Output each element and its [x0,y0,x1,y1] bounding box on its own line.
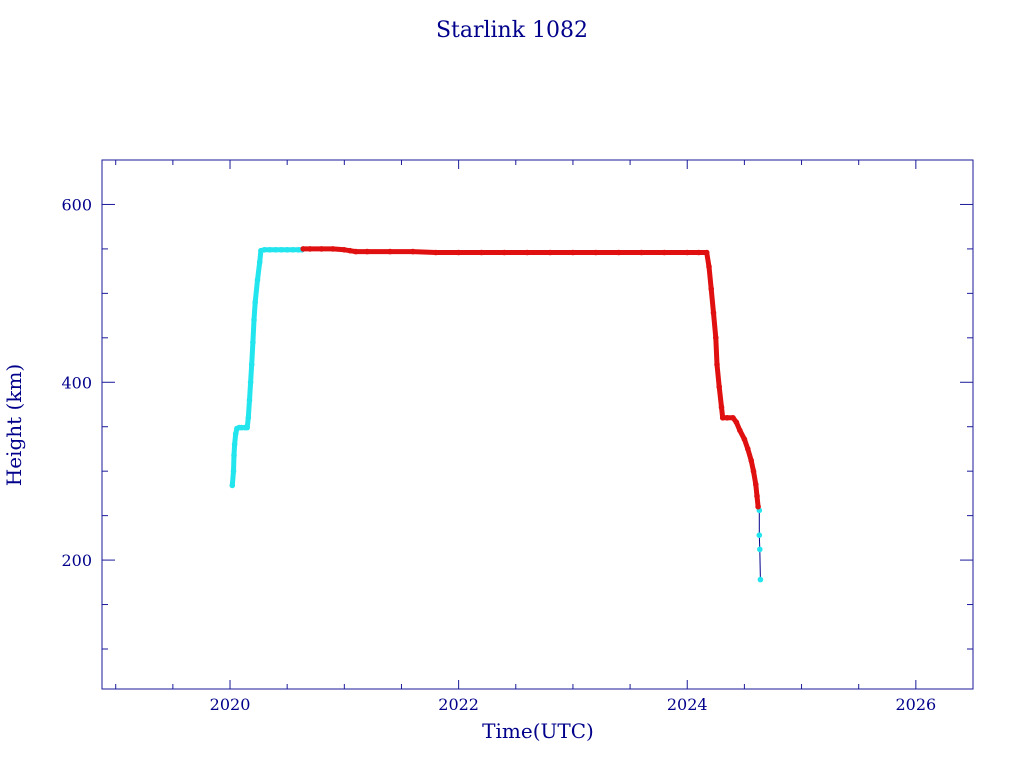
data-point [231,441,238,448]
data-point [455,249,462,256]
data-point [724,415,730,421]
data-point [748,457,754,464]
data-point [741,436,748,443]
data-point [231,452,237,459]
data-point [261,247,268,253]
data-point [353,248,359,255]
trajectory-line [231,248,761,580]
trajectory-path [231,248,761,580]
data-point [290,247,296,253]
data-point [347,247,353,254]
data-point [730,415,736,421]
data-point [364,248,371,255]
data-point [737,427,743,434]
data-point [433,249,439,256]
y-axis-label: Height (km) [2,364,26,486]
data-point [250,339,256,346]
data-point [703,249,710,256]
x-tick-label: 2026 [895,695,936,714]
data-point [307,246,313,252]
tick-labels: 2020 2022 2024 2026 200 400 600 [61,195,936,714]
data-point [244,424,250,431]
data-point [246,397,253,403]
data-point [478,249,485,256]
data-point [278,247,285,253]
x-tick-label: 2022 [438,695,479,714]
data-point [247,379,254,386]
data-point [745,446,751,452]
data-point [755,503,761,510]
data-point [733,419,740,426]
data-point [547,249,553,256]
data-points [229,246,764,583]
data-point [341,247,348,253]
data-point [387,248,393,255]
data-point [245,415,252,421]
data-point [248,361,255,368]
plot-frame [101,159,974,690]
data-point [757,576,764,583]
data-point [252,299,258,306]
data-point [719,415,726,421]
data-point [695,249,702,256]
data-point [716,383,722,390]
data-point [684,249,690,256]
data-point [501,249,508,256]
y-tick-label: 200 [61,551,92,570]
data-point [251,317,257,323]
data-point [330,246,336,252]
data-point [754,493,760,499]
x-tick-label: 2020 [210,695,251,714]
data-point [230,468,237,475]
x-tick-label: 2024 [667,695,708,714]
data-point [661,249,668,256]
data-point [318,246,325,252]
data-point [254,277,261,283]
data-point [570,249,576,256]
data-point [615,249,622,256]
data-point [718,404,725,411]
y-tick-label: 400 [61,373,92,392]
data-point [706,263,712,270]
data-point [272,247,279,253]
data-point [713,335,719,341]
data-point [750,468,757,475]
data-point [753,481,759,488]
data-point [300,246,307,252]
chart-title: Starlink 1082 [436,18,588,43]
data-point [410,248,416,255]
y-tick-label: 600 [61,195,92,214]
data-point [714,361,720,368]
data-point [708,286,714,292]
data-point [524,249,530,256]
data-point [757,546,763,553]
data-point [267,247,273,253]
data-point [756,532,763,538]
data-point [593,249,599,256]
data-point [284,247,291,253]
x-axis-label: Time(UTC) [482,719,594,743]
data-point [256,259,263,266]
series-1-band [300,246,761,510]
data-point [229,482,236,489]
axis-ticks [102,159,974,689]
data-point [638,249,645,256]
data-point [232,431,239,437]
data-point [710,310,717,316]
series-0-band [229,247,305,488]
